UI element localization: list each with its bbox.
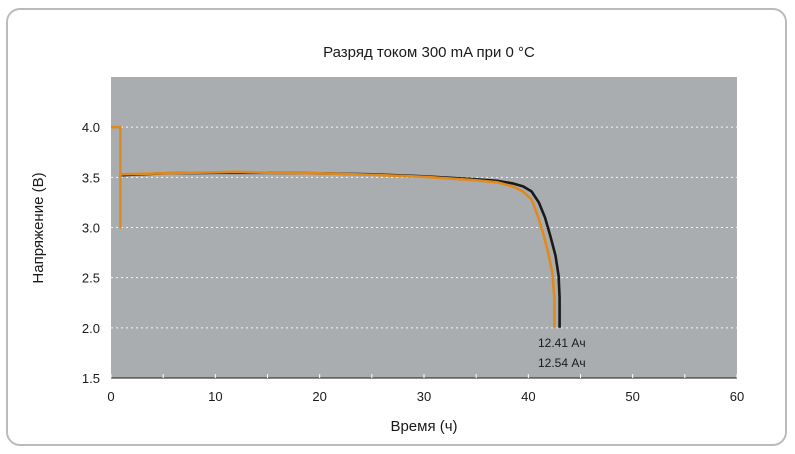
x-tick-label: 50 [625,389,639,404]
y-tick-label: 1.5 [82,371,100,386]
grid-lines [111,126,737,329]
y-tick-label: 2.0 [82,321,100,336]
x-tick-label: 10 [208,389,222,404]
y-tick-label: 3.0 [82,221,100,236]
series-lines [111,125,561,328]
x-tick-label: 60 [730,389,744,404]
x-tick-label: 0 [107,389,114,404]
y-axis-label: Напряжение (B) [30,172,47,283]
chart-title: Разряд током 300 mA при 0 °C [323,44,535,61]
x-tick-label: 20 [312,389,326,404]
y-tick-labels: 1.5 2.0 2.5 3.0 3.5 4.0 [82,120,100,386]
x-tick-labels: 0 10 20 30 40 50 60 [107,389,744,404]
plot-area [111,77,737,378]
series-line-2 [111,125,556,328]
capacity-annotation-2: 12.54 Ач [538,356,586,370]
x-tick-label: 40 [521,389,535,404]
x-tick-label: 30 [417,389,431,404]
capacity-annotation-1: 12.41 Ач [538,336,586,350]
x-axis-label: Время (ч) [390,418,457,435]
y-tick-label: 4.0 [82,120,100,135]
y-tick-label: 3.5 [82,170,100,185]
y-tick-label: 2.5 [82,271,100,286]
axes [110,374,738,379]
